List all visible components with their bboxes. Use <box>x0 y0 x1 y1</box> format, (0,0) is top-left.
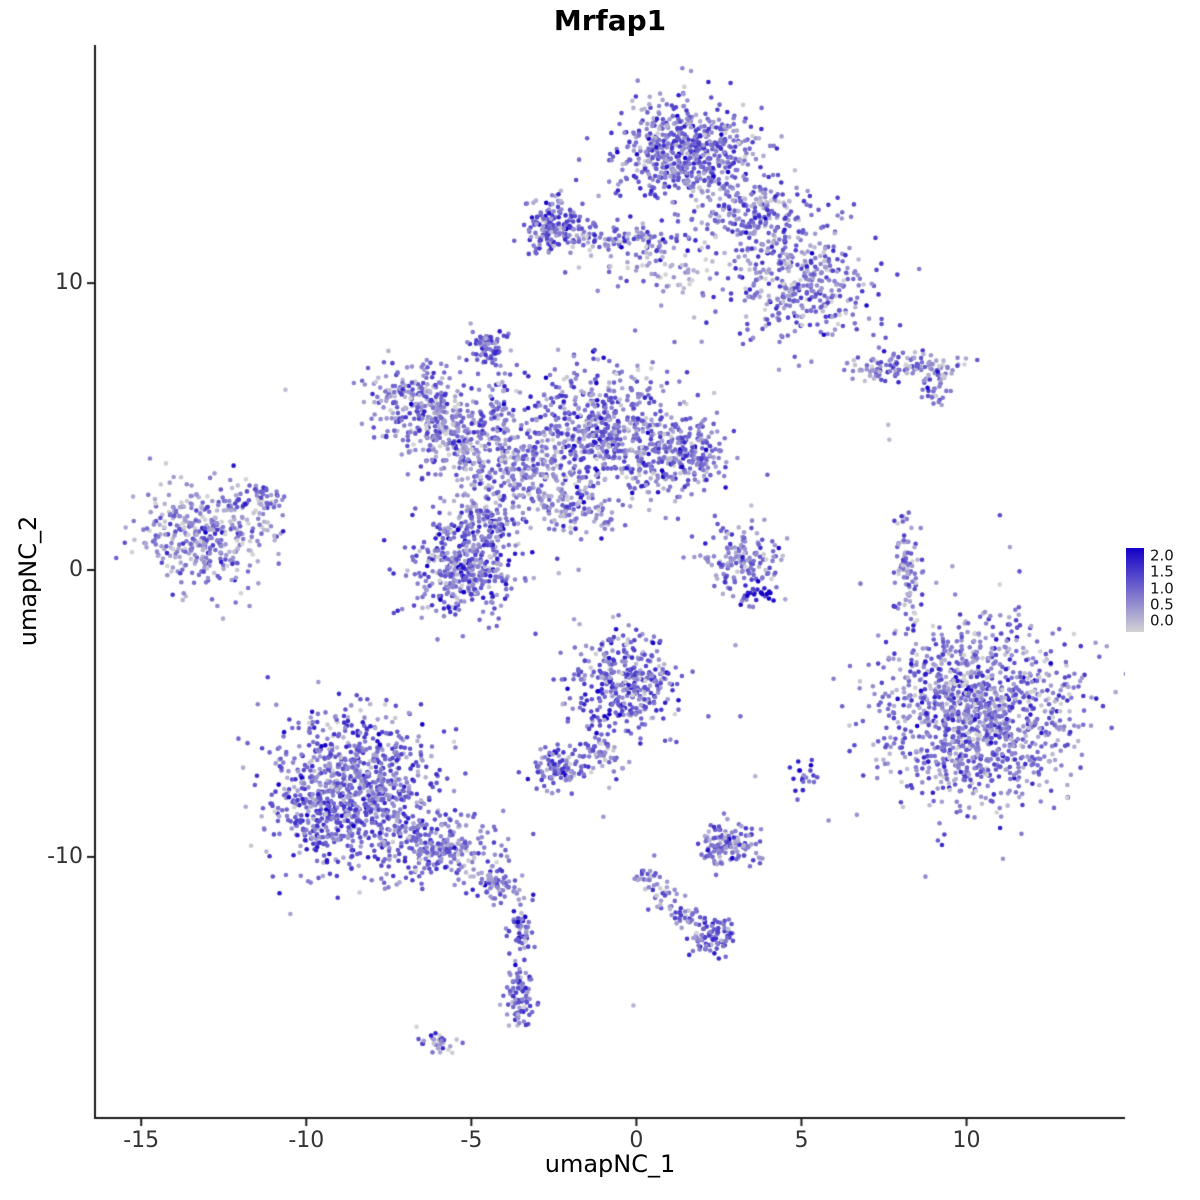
x-tick-label: -10 <box>288 1128 325 1153</box>
legend: 2.0 1.5 1.0 0.5 0.0 <box>1126 540 1200 652</box>
legend-gradient-bar <box>1126 548 1144 632</box>
x-tick-label: 5 <box>794 1128 809 1153</box>
x-tick-label: 10 <box>952 1128 981 1153</box>
legend-tick-label: 0.0 <box>1150 611 1174 630</box>
x-tick-label: 0 <box>629 1128 644 1153</box>
legend-tick-label: 1.5 <box>1150 562 1174 581</box>
y-tick-label: -10 <box>47 843 83 869</box>
legend-tick-label: 0.5 <box>1150 595 1174 614</box>
x-tick-label: -5 <box>460 1128 483 1153</box>
y-tick-label: 0 <box>69 557 83 583</box>
x-tick-label: -15 <box>123 1128 160 1153</box>
legend-tick-label: 2.0 <box>1150 546 1174 565</box>
legend-tick-label: 1.0 <box>1150 579 1174 598</box>
y-axis-label: umapNC_2 <box>14 515 42 647</box>
x-axis-label: umapNC_1 <box>544 1150 676 1178</box>
y-tick-label: 10 <box>55 270 83 296</box>
plot-title: Mrfap1 <box>553 4 667 37</box>
